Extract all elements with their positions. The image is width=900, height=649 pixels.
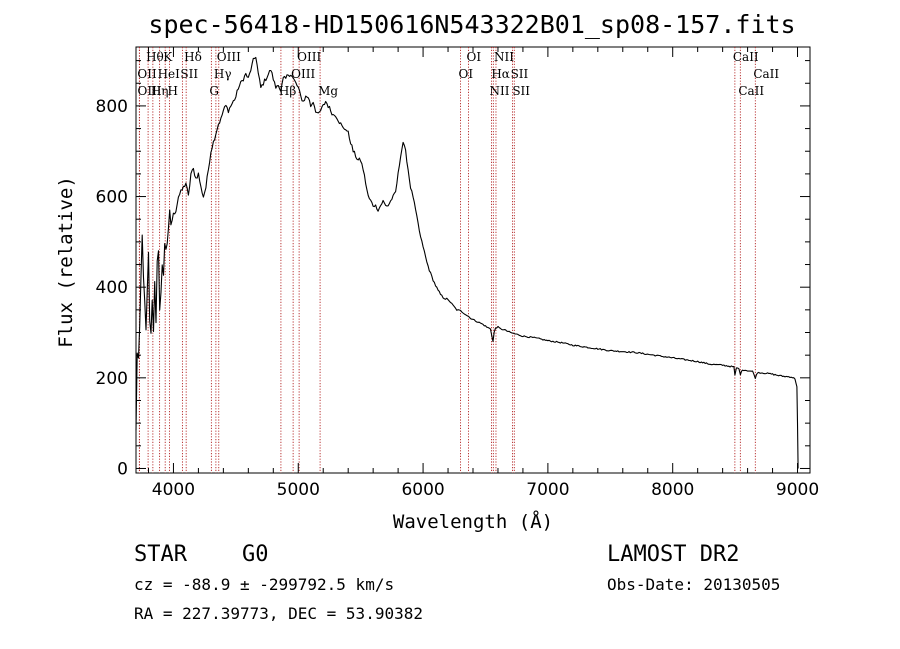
spectral-line-label: G [209,84,219,98]
x-tick-label: 8000 [651,480,694,500]
chart-title: spec-56418-HD150616N543322B01_sp08-157.f… [148,10,795,39]
spectral-line-label: OIII [297,50,321,64]
redshift-readout: cz = -88.9 ± -299792.5 km/s [134,575,394,594]
survey-name: LAMOST DR2 [607,542,739,567]
x-tick-label: 9000 [776,480,819,500]
x-axis-label: Wavelength (Å) [393,510,553,533]
spectral-line-label: NII [489,84,509,98]
x-tick-label: 6000 [401,480,444,500]
spectral-line-label: NII [494,50,514,64]
axis-ticks: 4000 5000 6000 7000 8000 9000 0 200 400 600 800 [96,47,819,500]
x-tick-label: 7000 [526,480,569,500]
coordinates-readout: RA = 227.39773, DEC = 53.90382 [134,604,423,623]
plot-frame [135,46,811,474]
spectral-line-label: Hη [151,84,169,98]
spectrum-series-line [135,56,799,469]
x-tick-label: 5000 [277,480,320,500]
spectral-line-label: OIII [137,84,161,98]
object-type: STAR [134,542,188,567]
spectral-line-label: K [163,50,173,64]
x-tick-label: 4000 [152,480,195,500]
spectral-line-label: CaII [738,84,764,98]
spectral-line-label: Hα [491,67,510,81]
spectral-line-label: Mg [318,84,338,98]
spectral-line-label: Hθ [146,50,164,64]
spectral-line-label: Hγ [214,67,232,81]
spectral-line-label: OI [459,67,474,81]
y-tick-label: 400 [96,278,128,298]
spectral-line-label: CaII [753,67,779,81]
observation-date: Obs-Date: 20130505 [607,575,780,594]
y-axis-label: Flux (relative) [55,176,77,348]
spectral-line-label: OIII [217,50,241,64]
spectral-line-label: H [167,84,177,98]
spectral-line-label: CaII [733,50,759,64]
spectral-line-label: OI [467,50,482,64]
spectral-line-markers [138,47,756,473]
spectral-line-label: HeI [158,67,181,81]
spectral-line-label: OII [137,67,157,81]
spectral-line-label: SII [512,84,530,98]
spectral-line-label: SII [511,67,529,81]
spectral-line-label: Hδ [184,50,202,64]
y-tick-label: 800 [96,97,128,117]
spectral-line-label: SII [180,67,198,81]
y-tick-label: 200 [96,369,128,389]
spectral-line-label: OIII [291,67,315,81]
y-tick-label: 600 [96,188,128,208]
spectral-line-label: Hβ [279,84,296,98]
spectral-subclass: G0 [242,542,269,567]
y-tick-label: 0 [117,459,128,479]
